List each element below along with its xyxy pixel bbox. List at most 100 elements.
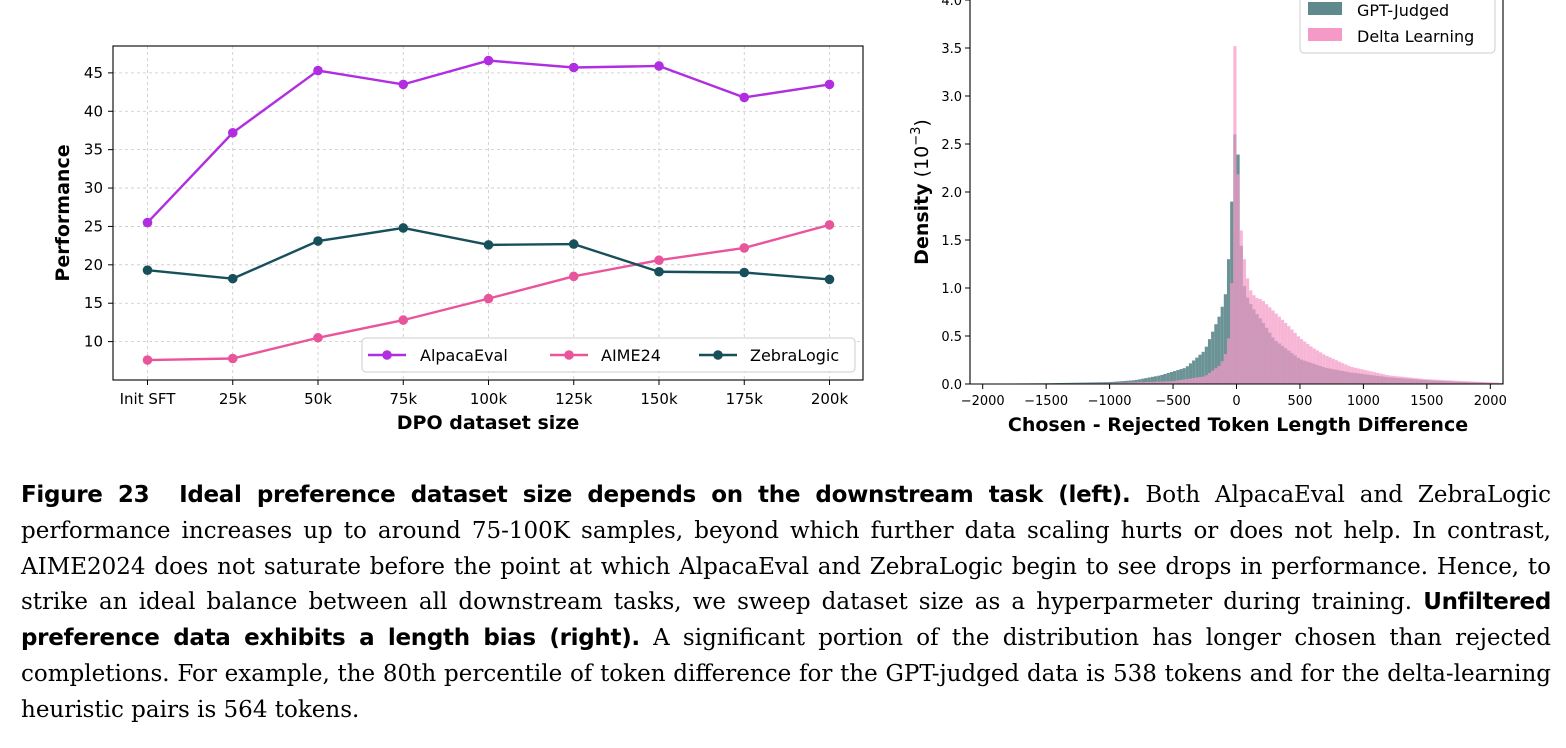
hist-bar-delta-learning	[1306, 343, 1310, 384]
right-y-tick-label: 1.5	[941, 234, 962, 249]
hist-bar-gpt-judged	[1204, 346, 1208, 384]
right-x-tick-label: 2000	[1474, 394, 1507, 409]
hist-bar-delta-learning	[1480, 382, 1484, 384]
hist-bar-gpt-judged	[1195, 357, 1199, 384]
left-legend: AlpacaEval AIME24 ZebraLogic	[361, 337, 856, 373]
hist-bar-delta-learning	[1493, 382, 1497, 384]
left-x-tick-label: 150k	[640, 390, 678, 408]
hist-bar-delta-learning	[1483, 382, 1488, 384]
legend-label-zebralogic: ZebraLogic	[750, 346, 839, 365]
hist-bar-gpt-judged	[1115, 381, 1120, 384]
right-x-tick-label: −1500	[1024, 394, 1068, 409]
legend-label-gpt-judged: GPT-Judged	[1357, 1, 1449, 20]
hist-bar-delta-learning	[1236, 174, 1240, 384]
hist-bar-gpt-judged	[1081, 382, 1085, 384]
point-alpacaeval	[483, 55, 494, 66]
hist-bar-delta-learning	[1122, 382, 1126, 384]
hist-bar-delta-learning	[1144, 382, 1148, 384]
hist-bar-delta-learning	[1192, 378, 1196, 384]
right-x-tick-label: −500	[1155, 394, 1191, 409]
hist-bar-delta-learning	[1141, 382, 1145, 384]
hist-bar-delta-learning	[1119, 382, 1123, 384]
hist-bar-gpt-judged	[1138, 379, 1142, 384]
figure-svg: Init SFT 25k 50k 75k 100k 125k 150k 175k 200k 10 1…	[52, 0, 1507, 436]
caption-text-right: A significant portion of the distributio…	[21, 625, 1551, 723]
right-x-tick-label: 1500	[1410, 394, 1443, 409]
hist-bar-delta-learning	[1328, 357, 1332, 384]
hist-bar-delta-learning	[1360, 369, 1364, 384]
hist-bar-delta-learning	[1220, 361, 1224, 384]
hist-bar-delta-learning	[1226, 338, 1231, 384]
hist-bar-delta-learning	[1280, 319, 1285, 384]
hist-bar-delta-learning	[1401, 376, 1405, 384]
hist-bar-delta-learning	[1477, 381, 1481, 384]
hist-bar-delta-learning	[1207, 372, 1212, 384]
hist-bar-delta-learning	[1350, 367, 1354, 384]
right-x-axis-label: Chosen - Rejected Token Length Differenc…	[1008, 414, 1468, 436]
point-zebralogic	[739, 267, 750, 278]
hist-bar-delta-learning	[1357, 368, 1361, 384]
hist-bar-gpt-judged	[1093, 382, 1097, 384]
hist-bar-delta-learning	[1128, 382, 1132, 384]
left-axes: Init SFT 25k 50k 75k 100k 125k 150k 175k 200k 10 1…	[84, 64, 849, 408]
right-axes: −2000 −1500 −1000 −500 0 500 1000 1500 2000 0.0 0.…	[941, 0, 1507, 409]
left-y-tick-label: 20	[84, 256, 103, 274]
right-x-tick-label: −1000	[1088, 394, 1132, 409]
hist-bar-delta-learning	[1154, 381, 1158, 384]
hist-bar-delta-learning	[1265, 304, 1269, 384]
hist-bar-delta-learning	[1252, 295, 1256, 384]
point-aime24	[227, 353, 238, 364]
hist-bar-delta-learning	[1318, 352, 1323, 384]
right-histogram-bars	[970, 46, 1503, 385]
hist-bar-gpt-judged	[1198, 354, 1202, 384]
hist-bar-delta-learning	[1169, 381, 1174, 384]
hist-bar-delta-learning	[1341, 363, 1345, 384]
left-y-tick-label: 45	[84, 64, 103, 82]
point-aime24	[313, 332, 323, 343]
right-x-tick-label: −2000	[961, 394, 1005, 409]
hist-bar-delta-learning	[1391, 375, 1396, 384]
hist-bar-gpt-judged	[1071, 382, 1075, 384]
hist-bar-gpt-judged	[1131, 380, 1135, 384]
hist-bar-delta-learning	[1160, 381, 1164, 384]
hist-bar-delta-learning	[1201, 376, 1205, 384]
hist-bar-gpt-judged	[1214, 324, 1218, 384]
hist-bar-delta-learning	[1296, 336, 1300, 384]
hist-bar-delta-learning	[1395, 376, 1399, 384]
point-alpacaeval	[739, 92, 750, 103]
right-y-tick-label: 0.0	[941, 378, 962, 393]
left-y-tick-label: 35	[84, 141, 103, 159]
hist-bar-delta-learning	[1490, 382, 1494, 384]
hist-bar-gpt-judged	[1185, 366, 1189, 384]
right-y-tick-label: 0.5	[941, 330, 962, 345]
hist-bar-delta-learning	[1176, 380, 1180, 384]
right-y-tick-label: 1.0	[941, 282, 962, 297]
hist-bar-delta-learning	[1274, 313, 1278, 384]
hist-bar-delta-learning	[1217, 365, 1221, 384]
hist-bar-delta-learning	[1293, 332, 1297, 384]
right-legend: GPT-Judged Delta Learning	[1299, 0, 1496, 54]
hist-bar-gpt-judged	[1211, 331, 1215, 384]
hist-bar-gpt-judged	[1100, 382, 1104, 384]
hist-bar-delta-learning	[1439, 379, 1443, 384]
legend-label-aime24: AIME24	[601, 346, 661, 365]
hist-bar-delta-learning	[1433, 379, 1437, 384]
hist-bar-delta-learning	[1242, 259, 1247, 384]
hist-bar-delta-learning	[1331, 358, 1335, 384]
hist-bar-delta-learning	[1315, 350, 1319, 384]
caption-heading-right: Unfiltered preference data exhibits a le…	[21, 589, 1552, 652]
hist-bar-gpt-judged	[1154, 376, 1158, 384]
hist-bar-gpt-judged	[1201, 351, 1205, 384]
point-alpacaeval	[654, 61, 664, 71]
hist-bar-delta-learning	[1249, 290, 1253, 384]
right-histogram-chart: −2000 −1500 −1000 −500 0 500 1000 1500 2000 0.0 0.…	[909, 0, 1507, 436]
hist-bar-gpt-judged	[1150, 376, 1155, 384]
hist-bar-delta-learning	[1147, 381, 1151, 384]
right-y-label-main: Density	[911, 183, 933, 265]
hist-bar-gpt-judged	[1141, 378, 1145, 384]
hist-bar-gpt-judged	[1103, 382, 1107, 384]
hist-bar-gpt-judged	[1074, 382, 1078, 384]
hist-bar-delta-learning	[1134, 382, 1139, 384]
hist-bar-delta-learning	[1430, 379, 1434, 384]
hist-bar-gpt-judged	[1112, 381, 1116, 384]
